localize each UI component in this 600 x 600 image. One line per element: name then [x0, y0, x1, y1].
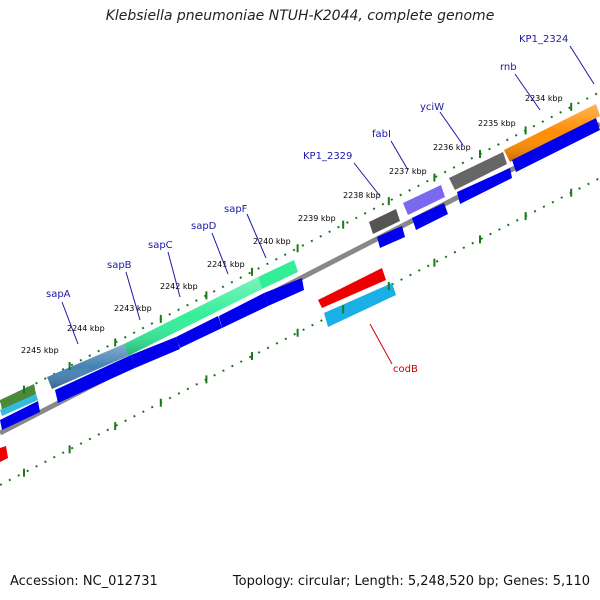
cds-block[interactable]: [55, 355, 135, 403]
gene-label[interactable]: codB: [393, 364, 418, 375]
gene-label-leaders: [61, 45, 595, 365]
gene-label[interactable]: sapF: [224, 204, 248, 215]
gene-label[interactable]: KP1_2324: [519, 34, 568, 45]
tick-label: 2234 kbp: [525, 94, 563, 103]
gene-label[interactable]: sapC: [148, 240, 173, 251]
tick-label: 2235 kbp: [478, 119, 516, 128]
gene-shading: [504, 104, 600, 162]
gene-block-KP1_2329[interactable]: [369, 209, 400, 234]
tick-label: 2239 kbp: [298, 214, 336, 223]
leader-line: [246, 213, 267, 259]
tick-label: 2241 kbp: [207, 260, 245, 269]
tick-label: 2244 kbp: [67, 324, 105, 333]
cds-block[interactable]: [457, 168, 512, 204]
cds-block[interactable]: [131, 337, 180, 368]
cds-block[interactable]: [0, 401, 40, 430]
gene-labels: KP1_2324 rnb yciW fabI KP1_2329 sapF sap…: [46, 34, 568, 375]
gene-block-left[interactable]: [0, 384, 36, 410]
leader-line: [125, 271, 141, 321]
map-title: Klebsiella pneumoniae NTUH-K2044, comple…: [105, 8, 495, 24]
gene-block-left-cyan[interactable]: [0, 394, 38, 416]
gene-shading: [47, 344, 128, 389]
tick-label: 2238 kbp: [343, 191, 381, 200]
gene-label[interactable]: sapD: [191, 221, 217, 232]
cds-block[interactable]: [264, 278, 304, 306]
gene-label[interactable]: yciW: [420, 102, 444, 113]
tick-label: 2243 kbp: [114, 304, 152, 313]
tick-label: 2245 kbp: [21, 346, 59, 355]
gene-label[interactable]: fabI: [372, 129, 391, 140]
leader-line: [390, 140, 409, 171]
gene-block-edge-red[interactable]: [0, 446, 8, 462]
leader-line: [439, 111, 464, 146]
tick-marks: [23, 102, 573, 477]
gene-label[interactable]: rnb: [500, 62, 517, 73]
leader-line: [61, 301, 79, 345]
accession-text: Accession: NC_012731: [10, 574, 158, 589]
gene-block-yciW[interactable]: [449, 152, 507, 190]
tick-label: 2242 kbp: [160, 282, 198, 291]
cds-block[interactable]: [412, 203, 448, 230]
gene-block-codB-cds[interactable]: [324, 283, 396, 327]
gene-label[interactable]: KP1_2329: [303, 151, 352, 162]
gene-label[interactable]: sapA: [46, 289, 71, 300]
tick-label: 2236 kbp: [433, 143, 471, 152]
tick-label: 2240 kbp: [253, 237, 291, 246]
scale-dotted-line: [0, 177, 600, 486]
cds-features: [0, 118, 600, 430]
reverse-scale: [0, 177, 600, 486]
leader-line: [211, 232, 229, 275]
tick-label: 2237 kbp: [389, 167, 427, 176]
reverse-features: [0, 268, 396, 462]
forward-scale: [0, 91, 600, 403]
gene-label[interactable]: sapB: [107, 260, 132, 271]
cds-block[interactable]: [219, 293, 268, 328]
gene-block-codB[interactable]: [318, 268, 386, 308]
cds-block[interactable]: [377, 226, 405, 248]
leader-line: [569, 45, 595, 85]
summary-text: Topology: circular; Length: 5,248,520 bp…: [232, 574, 590, 589]
forward-features: [0, 104, 600, 416]
leader-line: [353, 162, 381, 197]
scale-dotted-line: [0, 91, 600, 403]
cds-block[interactable]: [512, 118, 600, 172]
gene-shading: [124, 277, 262, 356]
leader-line: [167, 251, 181, 298]
gene-block-sapF[interactable]: [258, 260, 298, 289]
leader-line: [369, 323, 393, 365]
leader-line: [514, 73, 541, 111]
cds-block[interactable]: [176, 316, 222, 348]
gene-block-fabI[interactable]: [403, 185, 445, 215]
